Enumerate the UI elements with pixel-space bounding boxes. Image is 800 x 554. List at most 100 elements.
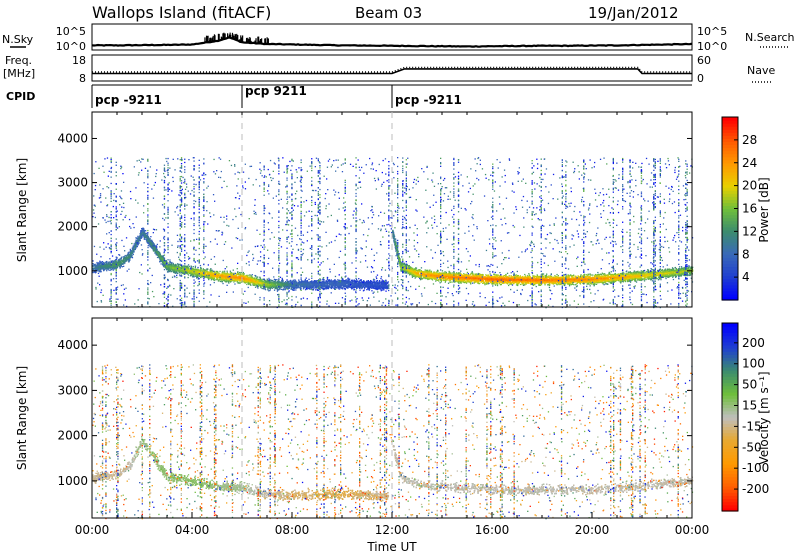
range-cell: [147, 245, 149, 247]
range-cell: [310, 280, 312, 283]
range-cell: [169, 263, 171, 265]
range-cell: [172, 270, 174, 272]
range-cell: [120, 256, 123, 258]
range-cell: [348, 279, 350, 281]
range-cell: [92, 265, 94, 267]
range-cell: [270, 287, 272, 289]
range-cell: [128, 255, 130, 257]
range-cell: [125, 257, 127, 259]
range-cell: [380, 277, 382, 280]
range-cell: [178, 266, 181, 268]
range-cell: [275, 281, 277, 283]
range-cell: [379, 285, 381, 287]
range-cell: [254, 284, 256, 286]
range-cell: [313, 281, 316, 283]
range-cell: [254, 283, 256, 285]
range-cell: [174, 269, 176, 271]
nave-label: Nave: [747, 64, 775, 77]
range-cell: [360, 284, 362, 286]
range-cell: [210, 279, 213, 281]
range-cell: [271, 279, 274, 282]
range-cell: [304, 278, 306, 281]
range-cell: [133, 244, 135, 246]
range-cell: [354, 283, 356, 285]
range-cell: [193, 273, 195, 275]
range-cell: [363, 289, 365, 291]
range-cell: [164, 262, 166, 264]
range-cell: [343, 282, 345, 284]
range-cell: [376, 288, 378, 291]
freq-tick-top: 18: [72, 54, 86, 67]
range-cell: [288, 283, 291, 286]
range-cell: [236, 281, 238, 283]
range-cell: [121, 260, 123, 262]
range-cell: [381, 289, 384, 291]
range-cell: [295, 281, 297, 283]
range-cell: [129, 249, 132, 251]
noise-right-tick-bottom: 10^0: [697, 40, 727, 53]
range-cell: [226, 274, 228, 277]
range-cell: [275, 287, 278, 289]
range-cell: [244, 279, 246, 282]
range-cell: [269, 288, 271, 290]
range-cell: [166, 269, 168, 271]
range-cell: [103, 270, 105, 272]
range-cell: [269, 286, 271, 288]
range-cell: [171, 261, 173, 264]
range-cell: [323, 287, 325, 289]
range-cell: [322, 278, 324, 280]
range-cell: [150, 245, 152, 248]
range-cell: [182, 270, 184, 272]
range-cell: [270, 279, 272, 281]
range-cell: [385, 280, 387, 282]
range-cell: [330, 280, 332, 283]
range-cell: [119, 265, 121, 267]
range-cell: [144, 234, 147, 236]
range-cell: [248, 282, 251, 285]
range-cell: [233, 279, 235, 282]
range-cell: [238, 273, 240, 275]
range-cell: [376, 285, 378, 287]
range-cell: [119, 266, 121, 269]
range-cell: [289, 280, 292, 282]
range-cell: [155, 245, 157, 247]
range-cell: [341, 280, 343, 282]
range-cell: [196, 277, 198, 279]
noise-left-tick-top: 10^5: [56, 25, 86, 38]
range-cell: [342, 279, 344, 281]
range-cell: [306, 285, 308, 287]
range-cell: [337, 287, 339, 289]
range-cell: [216, 274, 219, 276]
range-cell: [357, 282, 359, 284]
range-cell: [352, 280, 355, 282]
range-cell: [344, 282, 346, 285]
range-cell: [251, 281, 253, 283]
range-cell: [177, 263, 179, 265]
range-cell: [307, 285, 310, 287]
range-cell: [343, 286, 345, 288]
range-cell: [239, 282, 241, 284]
range-cell: [381, 279, 383, 281]
range-cell: [333, 282, 335, 285]
range-cell: [202, 269, 204, 271]
range-cell: [185, 265, 187, 267]
range-cell: [123, 257, 125, 259]
range-cell: [177, 264, 179, 266]
range-cell: [131, 257, 134, 259]
range-cell: [271, 285, 273, 287]
range-cell: [276, 279, 278, 281]
range-cell: [318, 284, 320, 286]
range-cell: [376, 286, 378, 288]
nave-tick-top: 60: [697, 54, 711, 67]
range-cell: [280, 283, 283, 285]
range-cell: [195, 268, 198, 270]
range-cell: [231, 280, 233, 282]
range-cell: [313, 282, 315, 284]
range-cell: [108, 269, 110, 271]
range-cell: [213, 279, 216, 281]
range-cell: [140, 231, 142, 233]
range-cell: [242, 271, 244, 274]
range-cell: [264, 289, 267, 291]
range-cell: [281, 286, 283, 288]
range-cell: [247, 279, 249, 281]
